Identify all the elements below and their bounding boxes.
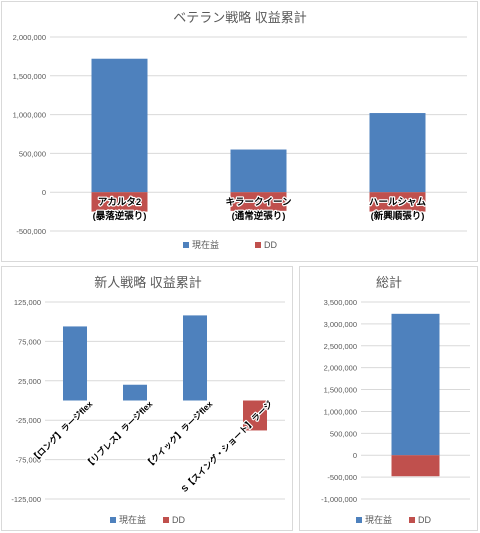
legend-swatch-dd — [409, 517, 415, 523]
dd-bar — [391, 455, 440, 477]
legend-swatch-dd — [163, 517, 169, 523]
legend-label-dd: DD — [172, 515, 185, 525]
y-tick-label: 1,500,000 — [13, 72, 46, 81]
y-tick-label: 500,000 — [19, 149, 46, 158]
chart-title: ベテラン戦略 収益累計 — [173, 10, 307, 25]
y-tick-label: 500,000 — [330, 429, 357, 438]
y-tick-label: -500,000 — [16, 227, 46, 236]
dd-bar — [91, 192, 148, 212]
category-label: (通常逆張り) — [232, 210, 286, 222]
category-label: キラークイーン — [225, 197, 291, 208]
y-tick-label: 125,000 — [14, 298, 41, 307]
profit-bar — [91, 58, 148, 193]
newcomer-chart-panel: 新人戦略 収益累計 -125,000 -75,000 -25,000 25,000 75… — [1, 266, 293, 531]
legend-label-profit: 現在益 — [119, 514, 146, 525]
y-tick-label: -500,000 — [327, 473, 357, 482]
y-tick-label: -25,000 — [16, 416, 41, 425]
y-tick-label: 2,000,000 — [324, 364, 357, 373]
legend-label-dd: DD — [264, 240, 277, 250]
dd-bar — [230, 192, 287, 211]
legend-label-dd: DD — [418, 515, 431, 525]
y-tick-label: 25,000 — [18, 377, 41, 386]
profit-bar — [183, 315, 207, 401]
profit-bar — [230, 149, 287, 193]
total-chart: 総計 -1,000,000 -500,000 0 500,000 1,000,000 1,… — [321, 275, 470, 525]
category-label: 【ロング】ラージflex — [29, 399, 95, 465]
dd-bar — [243, 400, 267, 431]
y-tick-label: 75,000 — [18, 337, 41, 346]
y-tick-label: 0 — [353, 451, 357, 460]
profit-bar — [63, 326, 87, 401]
legend-swatch-dd — [255, 242, 261, 248]
profit-bar — [369, 113, 426, 193]
newcomer-chart: 新人戦略 収益累計 -125,000 -75,000 -25,000 25,000 75… — [11, 275, 285, 525]
category-label: (新興順張り) — [371, 210, 425, 222]
y-tick-label: 1,000,000 — [324, 407, 357, 416]
total-chart-panel: 総計 -1,000,000 -500,000 0 500,000 1,000,000 1,… — [299, 266, 478, 531]
y-tick-label: 2,500,000 — [324, 342, 357, 351]
category-label: (暴落逆張り) — [93, 210, 147, 222]
y-tick-label: -75,000 — [16, 456, 41, 465]
y-tick-label: 2,000,000 — [13, 33, 46, 42]
profit-bar — [123, 384, 147, 401]
profit-bar — [391, 313, 440, 456]
legend-swatch-profit — [356, 517, 362, 523]
y-tick-label: 1,000,000 — [13, 111, 46, 120]
chart-title: 新人戦略 収益累計 — [94, 275, 202, 290]
y-tick-label: -1,000,000 — [321, 495, 357, 504]
dd-bar — [369, 192, 426, 212]
category-label: ハールシャム — [369, 197, 427, 208]
y-tick-label: -125,000 — [11, 495, 41, 504]
y-tick-label: 1,500,000 — [324, 386, 357, 395]
legend-label-profit: 現在益 — [365, 514, 392, 525]
y-tick-label: 3,500,000 — [324, 298, 357, 307]
legend-label-profit: 現在益 — [192, 239, 219, 250]
legend-swatch-profit — [110, 517, 116, 523]
legend-swatch-profit — [183, 242, 189, 248]
category-label: アカルタ2 — [98, 196, 141, 208]
veteran-chart-panel: ベテラン戦略 収益累計 -500,000 0 500,000 1,000,000 1,5… — [1, 1, 478, 262]
y-tick-label: 0 — [42, 188, 46, 197]
y-tick-label: 3,000,000 — [324, 320, 357, 329]
chart-title: 総計 — [376, 275, 402, 290]
veteran-chart: ベテラン戦略 収益累計 -500,000 0 500,000 1,000,000 1,5… — [13, 10, 467, 250]
